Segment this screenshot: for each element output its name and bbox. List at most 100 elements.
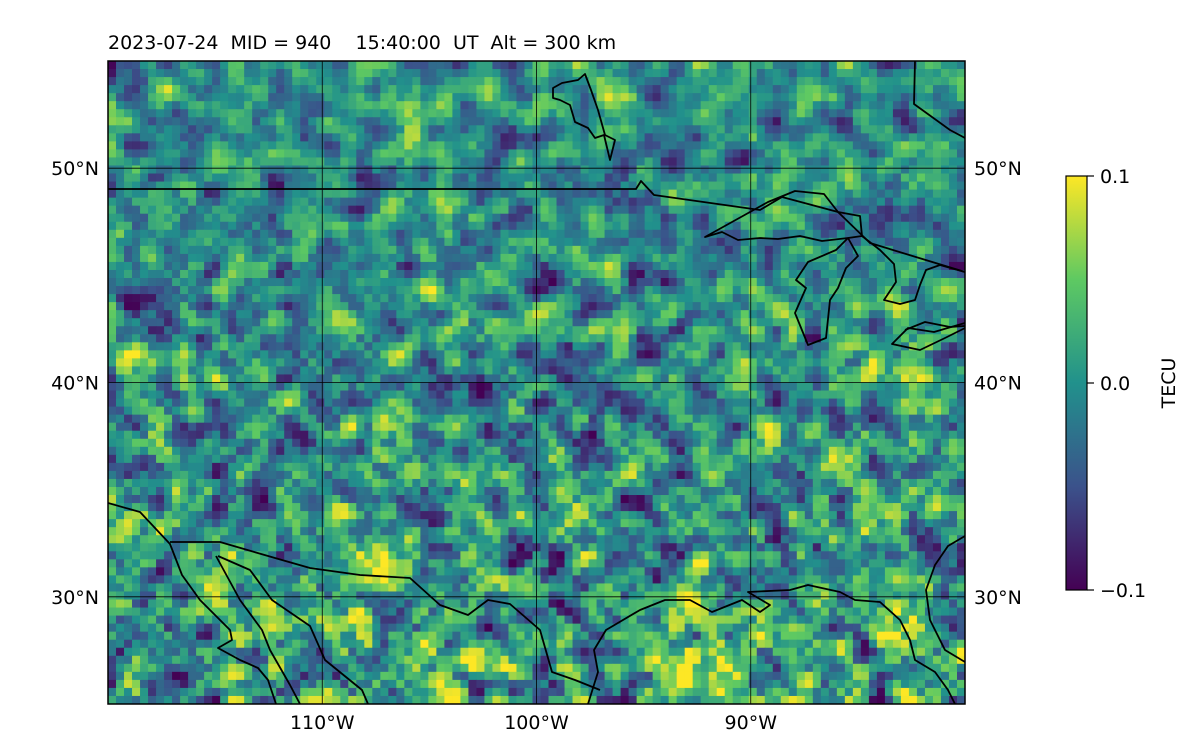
tec-cell — [572, 221, 582, 231]
tec-cell — [812, 117, 822, 126]
tec-cell — [180, 382, 189, 392]
tec-cell — [172, 245, 181, 255]
tec-cell — [444, 366, 453, 376]
tec-cell — [772, 278, 782, 287]
tec-cell — [396, 133, 405, 142]
tec-cell — [764, 221, 774, 231]
tec-cell — [764, 165, 774, 175]
tec-cell — [900, 382, 910, 392]
tec-cell — [572, 189, 582, 199]
tec-cell — [620, 93, 630, 102]
tec-cell — [860, 350, 870, 359]
tec-cell — [372, 318, 381, 327]
tec-cell — [652, 414, 662, 424]
tec-cell — [876, 213, 886, 223]
tec-cell — [380, 269, 389, 279]
tec-cell — [644, 221, 654, 231]
tec-cell — [468, 237, 478, 247]
tec-cell — [492, 157, 502, 167]
tec-cell — [900, 205, 910, 215]
tec-cell — [732, 149, 742, 159]
tec-cell — [140, 261, 149, 271]
tec-cell — [868, 181, 878, 191]
tec-cell — [756, 294, 766, 303]
tec-cell — [428, 149, 437, 159]
tec-cell — [324, 374, 333, 384]
tec-cell — [428, 278, 437, 287]
tec-cell — [716, 117, 726, 126]
tec-cell — [796, 165, 806, 175]
tec-cell — [580, 213, 590, 223]
tec-cell — [164, 157, 173, 167]
tec-cell — [772, 157, 782, 167]
tec-cell — [716, 237, 726, 247]
tec-cell — [492, 109, 502, 118]
tec-cell — [740, 189, 750, 199]
tec-cell — [916, 157, 926, 167]
tec-cell — [748, 229, 758, 239]
tec-heatmap — [108, 61, 965, 704]
tec-cell — [708, 294, 718, 303]
tec-cell — [500, 278, 510, 287]
tec-cell — [948, 197, 958, 207]
tec-cell — [340, 398, 349, 408]
tec-cell — [916, 350, 926, 359]
tec-cell — [396, 326, 405, 335]
tec-cell — [364, 414, 373, 424]
tec-cell — [252, 149, 261, 159]
tec-cell — [116, 398, 125, 408]
tec-cell — [500, 358, 510, 368]
tec-cell — [316, 398, 325, 408]
tec-cell — [820, 278, 830, 287]
tec-cell — [692, 261, 702, 271]
tec-cell — [548, 269, 558, 279]
tec-cell — [612, 237, 622, 247]
tec-cell — [380, 382, 389, 392]
tec-cell — [668, 286, 678, 295]
tec-cell — [700, 221, 710, 231]
tec-cell — [244, 390, 253, 400]
tec-cell — [700, 245, 710, 255]
tec-cell — [924, 390, 934, 400]
tec-cell — [788, 310, 798, 319]
tec-cell — [860, 245, 870, 255]
tec-cell — [716, 141, 726, 151]
tec-cell — [212, 390, 221, 400]
tec-cell — [724, 390, 734, 400]
tec-cell — [580, 302, 590, 311]
tec-cell — [460, 205, 470, 215]
tec-cell — [916, 165, 926, 175]
tec-cell — [748, 69, 758, 78]
tec-cell — [468, 213, 478, 223]
tec-cell — [244, 318, 253, 327]
tec-cell — [484, 278, 494, 287]
tec-cell — [684, 342, 694, 351]
tec-cell — [828, 326, 838, 335]
tec-cell — [124, 286, 133, 295]
tec-cell — [140, 85, 149, 94]
tec-cell — [540, 253, 550, 263]
tec-cell — [484, 430, 494, 440]
tec-cell — [788, 358, 798, 368]
tec-cell — [564, 390, 574, 400]
tec-cell — [244, 133, 253, 142]
tec-cell — [804, 245, 814, 255]
tec-cell — [324, 318, 333, 327]
tec-cell — [196, 93, 205, 102]
tec-cell — [316, 366, 325, 376]
tec-cell — [508, 229, 518, 239]
tec-cell — [116, 310, 125, 319]
tec-cell — [540, 69, 550, 78]
tec-cell — [380, 197, 389, 207]
tec-cell — [524, 398, 534, 408]
tec-cell — [660, 165, 670, 175]
tec-cell — [492, 237, 502, 247]
tec-cell — [324, 342, 333, 351]
tec-cell — [228, 157, 237, 167]
tec-cell — [716, 85, 726, 94]
tec-cell — [404, 77, 413, 86]
tec-cell — [260, 205, 269, 215]
tec-cell — [292, 310, 301, 319]
tec-cell — [828, 197, 838, 207]
tec-cell — [340, 205, 349, 215]
